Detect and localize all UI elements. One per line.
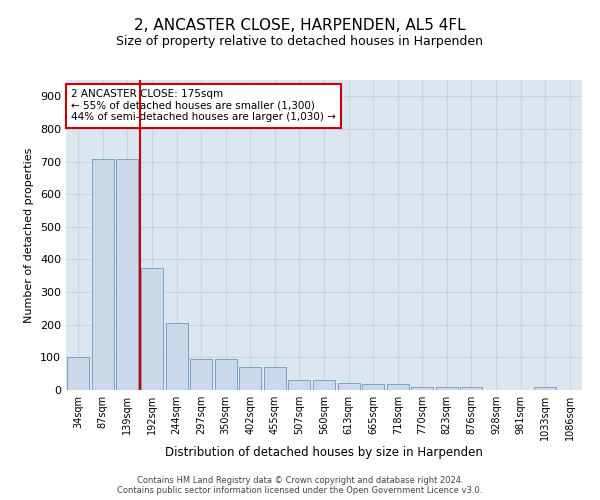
- Bar: [338, 384, 359, 390]
- Bar: [141, 268, 163, 390]
- Bar: [386, 384, 409, 390]
- Bar: [460, 388, 482, 390]
- Bar: [289, 380, 310, 390]
- Text: Size of property relative to detached houses in Harpenden: Size of property relative to detached ho…: [116, 35, 484, 48]
- Text: 2, ANCASTER CLOSE, HARPENDEN, AL5 4FL: 2, ANCASTER CLOSE, HARPENDEN, AL5 4FL: [134, 18, 466, 32]
- Bar: [92, 160, 114, 390]
- Bar: [166, 323, 188, 390]
- Bar: [215, 359, 237, 390]
- Bar: [411, 388, 433, 390]
- Bar: [116, 160, 139, 390]
- Bar: [313, 380, 335, 390]
- Bar: [534, 388, 556, 390]
- X-axis label: Distribution of detached houses by size in Harpenden: Distribution of detached houses by size …: [165, 446, 483, 458]
- Bar: [67, 358, 89, 390]
- Bar: [190, 359, 212, 390]
- Bar: [264, 367, 286, 390]
- Bar: [239, 367, 262, 390]
- Bar: [436, 388, 458, 390]
- Y-axis label: Number of detached properties: Number of detached properties: [25, 148, 34, 322]
- Bar: [362, 384, 384, 390]
- Text: 2 ANCASTER CLOSE: 175sqm
← 55% of detached houses are smaller (1,300)
44% of sem: 2 ANCASTER CLOSE: 175sqm ← 55% of detach…: [71, 90, 336, 122]
- Text: Contains HM Land Registry data © Crown copyright and database right 2024.
Contai: Contains HM Land Registry data © Crown c…: [118, 476, 482, 495]
